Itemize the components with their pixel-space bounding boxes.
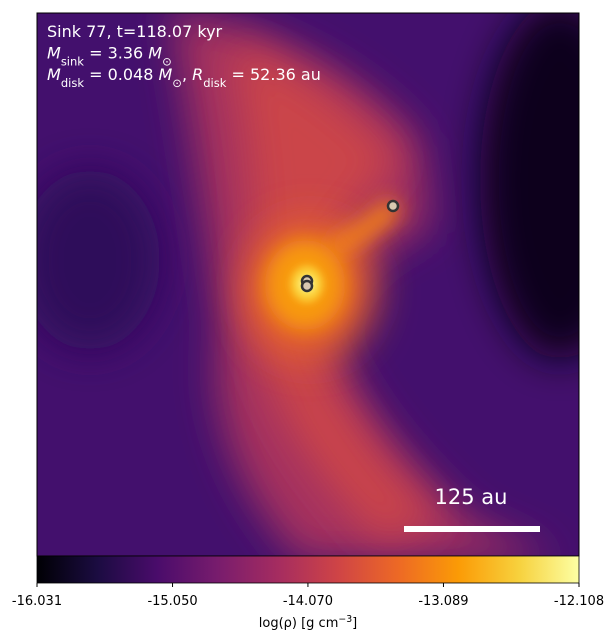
colorbar-tick-label: -12.108 bbox=[554, 594, 604, 609]
text-part: disk bbox=[203, 76, 227, 90]
text-part: M bbox=[47, 44, 61, 63]
text-part: disk bbox=[61, 76, 85, 90]
sinks bbox=[300, 199, 400, 293]
text-part: M bbox=[158, 65, 172, 84]
colorbar-label: log(ρ) [g cm−3] bbox=[259, 614, 357, 632]
text-part: ⊙ bbox=[162, 55, 172, 69]
scale-bar bbox=[404, 526, 540, 532]
colorbar bbox=[36, 555, 580, 584]
text-part: = 0.048 bbox=[84, 65, 158, 84]
sink-particle bbox=[300, 279, 314, 293]
text-part: M bbox=[148, 44, 162, 63]
colorbar-tick-label: -15.050 bbox=[147, 594, 197, 609]
colorbar-tick-label: -13.089 bbox=[418, 594, 468, 609]
text-part: R bbox=[192, 65, 203, 84]
colorbar-tick-label: -14.070 bbox=[283, 594, 333, 609]
scale-bar-label: 125 au bbox=[435, 485, 508, 509]
text-part: M bbox=[47, 65, 61, 84]
colorbar-ticks: -16.031 -15.050 -14.070 -13.089 -12.108 bbox=[12, 583, 604, 609]
text-part: = 3.36 bbox=[84, 44, 148, 63]
annotation-line: Msink = 3.36 M⊙ bbox=[47, 44, 172, 69]
text-part: sink bbox=[61, 55, 84, 69]
annotation-line: Mdisk = 0.048 M⊙, Rdisk = 52.36 au bbox=[47, 65, 321, 90]
text-part: = 52.36 au bbox=[226, 65, 320, 84]
text-part: ] bbox=[352, 616, 357, 631]
density-map bbox=[37, 13, 579, 556]
text-part: , bbox=[182, 65, 192, 84]
text-part: Sink 77, t=118.07 kyr bbox=[47, 22, 223, 41]
text-part: ⊙ bbox=[172, 76, 182, 90]
text-part: log(ρ) [g cm bbox=[259, 616, 339, 631]
sink-particle bbox=[386, 199, 400, 213]
text-part: −3 bbox=[338, 614, 352, 625]
annotation-line: Sink 77, t=118.07 kyr bbox=[47, 22, 223, 41]
colorbar-tick-label: -16.031 bbox=[12, 594, 62, 609]
